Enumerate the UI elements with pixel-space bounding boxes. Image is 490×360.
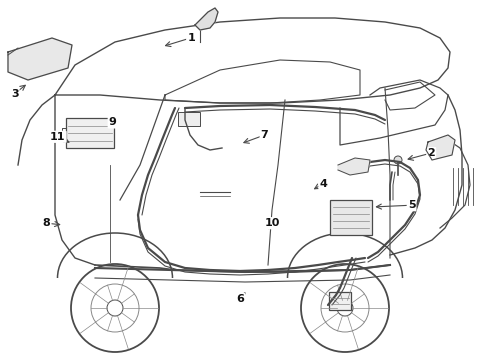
FancyBboxPatch shape [329,292,351,310]
Text: 6: 6 [236,294,244,304]
Polygon shape [338,158,370,175]
Circle shape [394,156,402,164]
Polygon shape [8,38,72,80]
Text: 4: 4 [319,179,327,189]
Polygon shape [426,135,455,160]
Text: 2: 2 [427,148,435,158]
FancyBboxPatch shape [330,200,372,235]
Text: 7: 7 [261,130,269,140]
Text: 3: 3 [11,89,19,99]
Text: 10: 10 [264,218,280,228]
Text: 5: 5 [408,200,416,210]
FancyBboxPatch shape [66,118,114,148]
FancyBboxPatch shape [178,112,200,126]
Text: 8: 8 [43,218,50,228]
Text: 1: 1 [187,33,195,43]
Text: 9: 9 [109,117,117,127]
Text: 11: 11 [50,132,66,142]
Polygon shape [195,8,218,30]
